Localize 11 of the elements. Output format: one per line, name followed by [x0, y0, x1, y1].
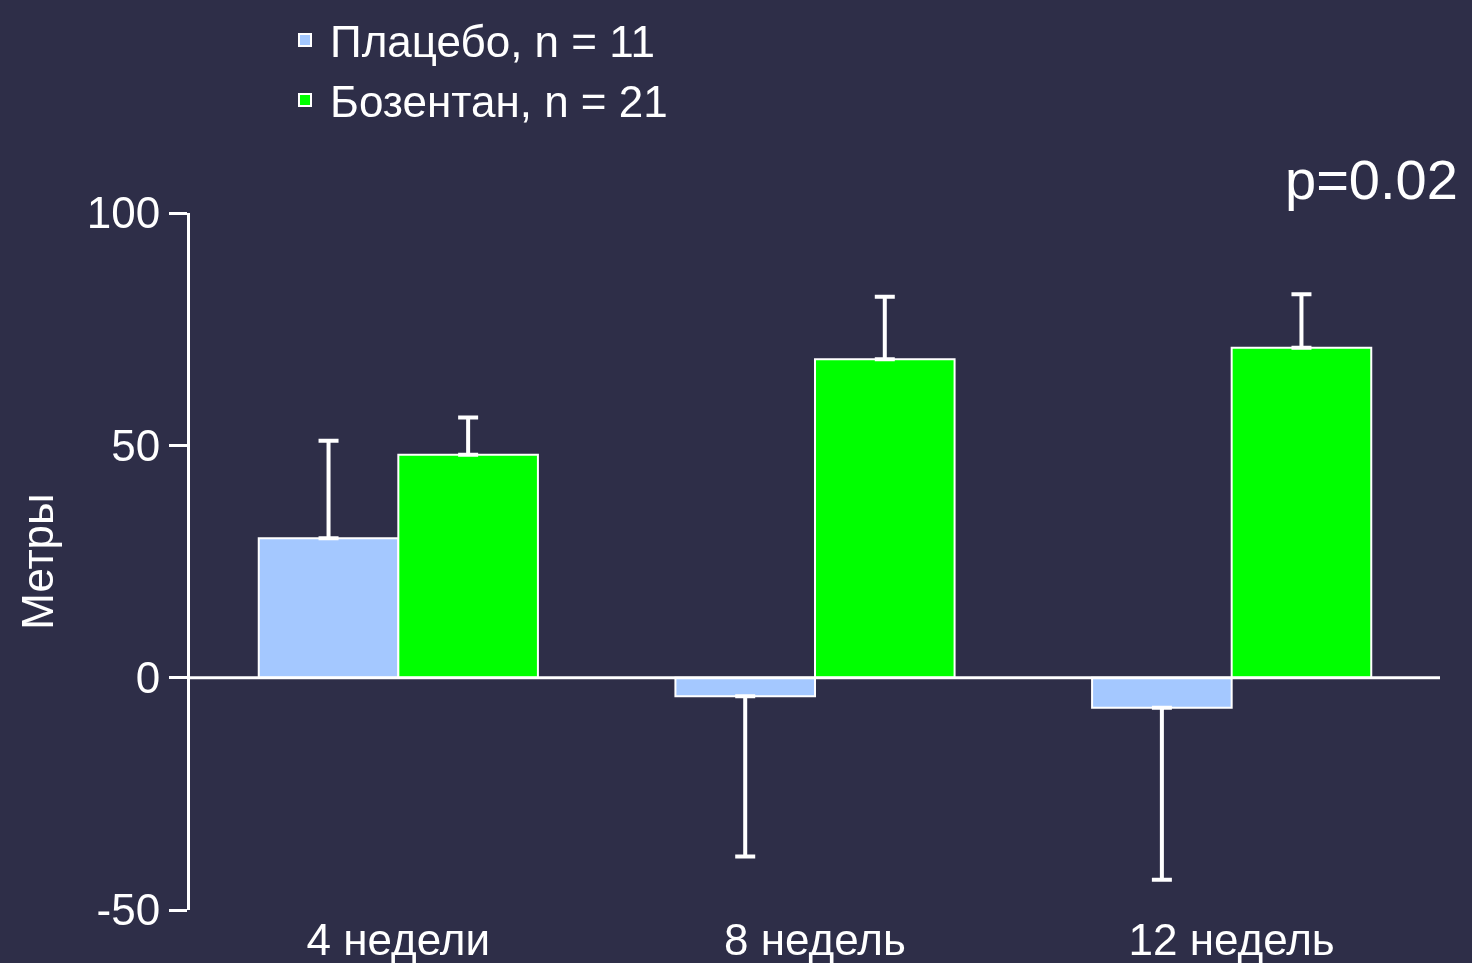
- text: p=0.02: [1285, 148, 1458, 211]
- y-tick-label: 50: [111, 420, 161, 470]
- x-tick-label: 4 недели: [306, 915, 491, 963]
- legend-label: Бозентан, n = 21: [330, 77, 668, 127]
- x-tick-label: 8 недель: [724, 915, 906, 963]
- y-tick-label: -50: [96, 885, 161, 935]
- legend-label: Плацебо, n = 11: [330, 17, 655, 67]
- x-tick-label: 12 недель: [1128, 915, 1335, 963]
- y-axis-title: Метры: [12, 493, 62, 630]
- y-tick-label: 0: [135, 653, 161, 703]
- y-tick-label: 100: [86, 188, 161, 238]
